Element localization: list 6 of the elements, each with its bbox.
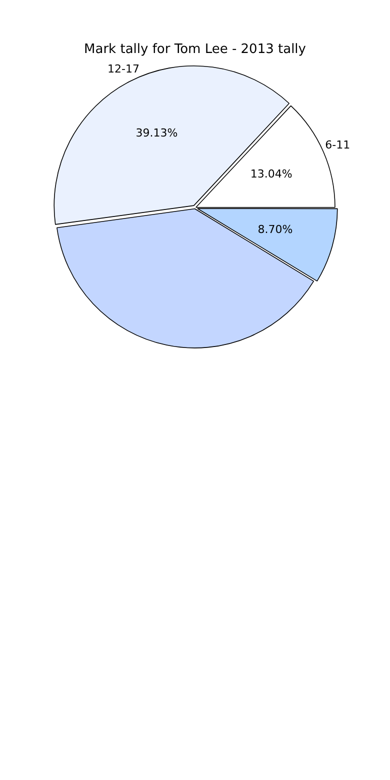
- slice-label: 6-11: [325, 138, 350, 152]
- data-label: 13.04%: [250, 167, 292, 180]
- chart-title: Mark tally for Tom Lee - 2013 tally: [84, 42, 306, 58]
- slice-label: 12-17: [108, 62, 140, 76]
- data-label: 39.13%: [136, 126, 178, 140]
- data-label: 8.70%: [258, 223, 293, 236]
